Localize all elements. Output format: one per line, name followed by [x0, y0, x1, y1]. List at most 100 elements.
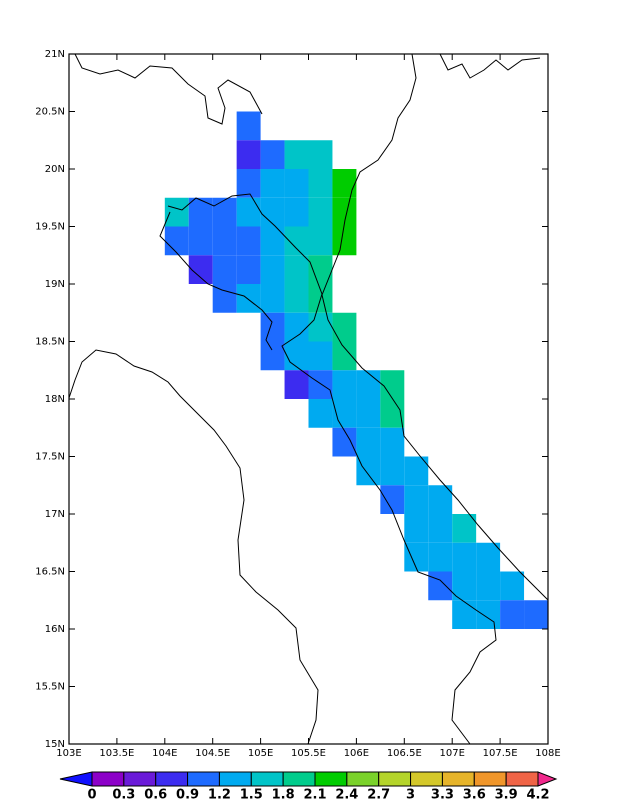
x-tick-label: 105E	[248, 748, 273, 759]
grid-cell	[188, 226, 213, 256]
grid-cell	[404, 542, 429, 572]
grid-cell	[284, 370, 309, 399]
grid-cell	[308, 312, 333, 342]
grid-cell	[308, 169, 333, 198]
grid-cell	[284, 197, 309, 227]
grid-cell	[500, 600, 525, 629]
colorbar-box	[441, 771, 475, 787]
grid-cell	[380, 485, 405, 514]
grid-cell	[332, 312, 357, 342]
colorbar-box	[505, 771, 539, 787]
grid-cell	[332, 427, 357, 457]
colorbar-box	[91, 771, 125, 787]
grid-cell	[212, 284, 237, 313]
grid-cell	[260, 140, 285, 169]
grid-cell	[260, 312, 285, 342]
grid-cell	[260, 197, 285, 227]
colorbar-box	[378, 771, 412, 787]
grid-cell	[188, 197, 213, 227]
grid-cell	[236, 284, 261, 313]
coastline	[321, 53, 549, 601]
grid-cell	[308, 370, 333, 399]
grid-cell	[380, 399, 405, 428]
grid-cell	[356, 427, 381, 457]
grid-cell	[452, 571, 477, 601]
grid-cell	[452, 514, 477, 543]
border	[159, 211, 273, 351]
y-tick-label: 20.5N	[35, 107, 65, 118]
y-tick-label: 19N	[45, 279, 65, 290]
grid-cell	[284, 341, 309, 371]
grid-cell	[428, 485, 453, 514]
grid-cell	[236, 111, 261, 141]
colorbar-box	[250, 771, 284, 787]
grid-cell	[212, 226, 237, 256]
colorbar-box	[410, 771, 443, 787]
grid-cell	[404, 456, 429, 486]
grid-cell	[188, 255, 213, 284]
y-tick-label: 18.5N	[35, 337, 65, 348]
colorbar-box	[473, 771, 507, 787]
grid-cell	[404, 514, 429, 543]
y-tick-label: 20N	[45, 164, 65, 175]
grid-cell	[236, 197, 261, 227]
grid-cell	[308, 140, 333, 169]
grid-cell	[212, 255, 237, 284]
x-tick-label: 108E	[535, 748, 560, 759]
colorbar-box	[218, 771, 252, 787]
colorbar-label: 2.7	[367, 788, 390, 800]
grid-cell	[284, 284, 309, 313]
grid-cell	[356, 399, 381, 428]
colorbar-triangle	[59, 771, 93, 787]
grid-cell	[284, 140, 309, 169]
grid-cell	[308, 255, 333, 284]
y-tick-label: 19.5N	[35, 222, 65, 233]
coastline	[439, 53, 541, 79]
y-tick-label: 17N	[45, 509, 65, 520]
colorbar-label: 0	[87, 788, 96, 800]
grid-cell	[428, 571, 453, 601]
y-tick-label: 18N	[45, 394, 65, 405]
grid-cell	[332, 226, 357, 256]
grid-cell	[404, 485, 429, 514]
grid-cell	[236, 226, 261, 256]
colorbar-label: 2.1	[303, 788, 326, 800]
grid-cell	[260, 341, 285, 371]
x-tick-label: 104.5E	[195, 748, 230, 759]
colorbar-box	[314, 771, 348, 787]
grid-cell	[260, 255, 285, 284]
x-tick-label: 107E	[439, 748, 464, 759]
grid-cell	[212, 197, 237, 227]
x-tick-label: 105.5E	[291, 748, 326, 759]
grid-cell	[428, 542, 453, 572]
grid-cell	[356, 456, 381, 486]
grid-cell	[380, 370, 405, 399]
colorbar: 0 0.3 0.6 0.9 1.2 1.5 1.8 2.1 2.4 2.7 3 3.3 3.6 3.9 4.…	[59, 771, 558, 800]
grid-cell	[284, 312, 309, 342]
x-tick-label: 107.5E	[483, 748, 518, 759]
grid-cell	[236, 169, 261, 198]
y-tick-label: 17.5N	[35, 452, 65, 463]
grid-cell	[284, 255, 309, 284]
y-tick-label: 16N	[45, 624, 65, 635]
x-tick-label: 106.5E	[387, 748, 422, 759]
colorbar-box	[282, 771, 316, 787]
grid-cell	[308, 399, 333, 428]
colorbar-label: 2.4	[335, 788, 358, 800]
grid-cell	[476, 571, 501, 601]
colorbar-triangle	[537, 771, 558, 787]
colorbar-box	[123, 771, 157, 787]
y-tick-label: 15N	[45, 739, 65, 750]
border	[68, 349, 319, 745]
x-tick-label: 106E	[344, 748, 369, 759]
y-tick-label: 15.5N	[35, 682, 65, 693]
grid-cell	[260, 169, 285, 198]
grid-cell	[332, 370, 357, 399]
colorbar-label: 4.2	[526, 788, 549, 800]
grid-cell	[284, 226, 309, 256]
grid-cell	[308, 197, 333, 227]
y-tick-label: 21N	[45, 49, 65, 60]
grid-cell	[284, 169, 309, 198]
colorbar-label: 1.2	[208, 788, 231, 800]
